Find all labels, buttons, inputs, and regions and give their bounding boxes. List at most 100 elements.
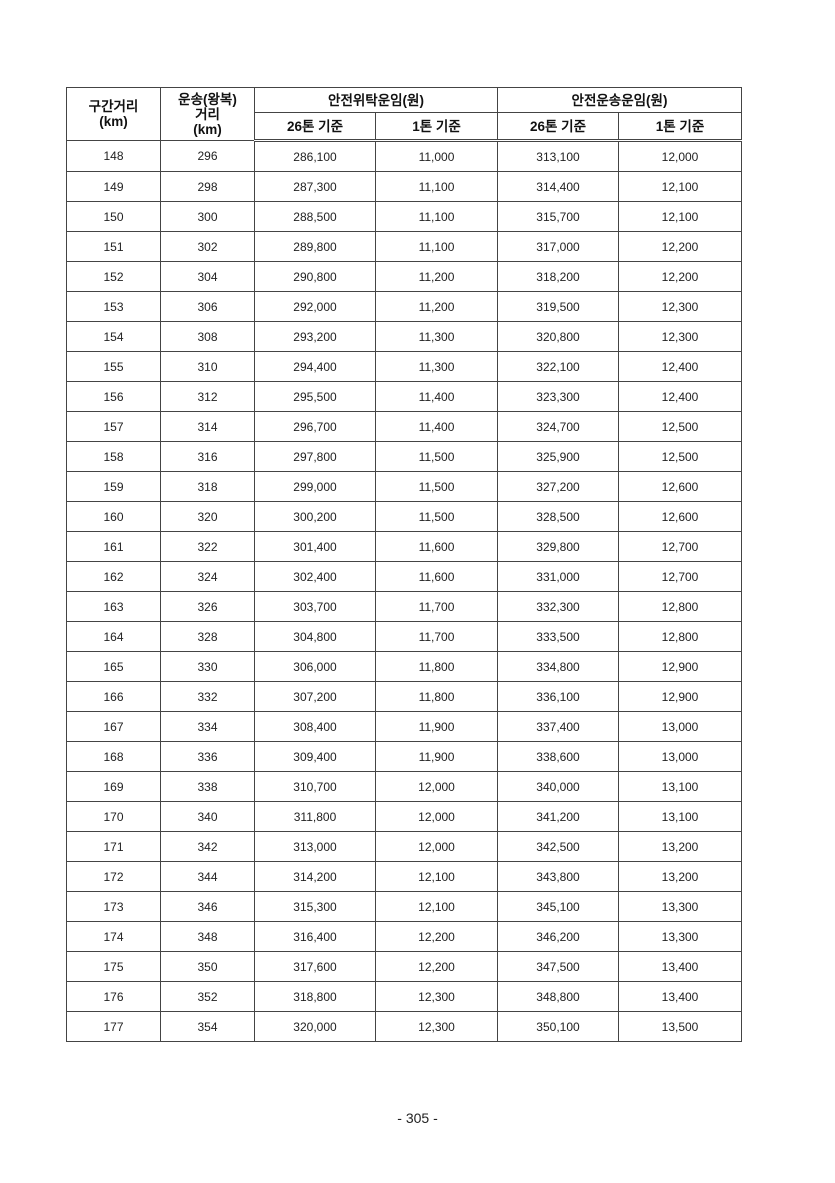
cell-transport-distance: 310	[160, 351, 255, 382]
cell-transport-distance: 328	[160, 621, 255, 652]
table-row: 164 328 304,800 11,700 333,500 12,800	[66, 621, 742, 652]
header-safety-transport-rate: 안전운송운임(원)	[497, 87, 742, 113]
cell-section-distance: 159	[66, 471, 161, 502]
cell-transport-26t: 327,200	[497, 471, 619, 502]
table-row: 171 342 313,000 12,000 342,500 13,200	[66, 831, 742, 862]
cell-transport-1t: 13,300	[618, 891, 742, 922]
cell-transport-distance: 354	[160, 1011, 255, 1042]
cell-consign-1t: 11,900	[375, 711, 498, 742]
cell-consign-1t: 11,500	[375, 501, 498, 532]
cell-consign-1t: 11,700	[375, 591, 498, 622]
cell-transport-26t: 332,300	[497, 591, 619, 622]
cell-transport-1t: 12,200	[618, 231, 742, 262]
table-row: 152 304 290,800 11,200 318,200 12,200	[66, 261, 742, 292]
cell-transport-1t: 12,100	[618, 201, 742, 232]
cell-transport-1t: 12,900	[618, 651, 742, 682]
cell-consign-26t: 317,600	[254, 951, 376, 982]
cell-consign-1t: 11,700	[375, 621, 498, 652]
header-transport-distance: 운송(왕복) 거리 (km)	[160, 87, 255, 141]
cell-transport-distance: 352	[160, 981, 255, 1012]
cell-transport-26t: 319,500	[497, 291, 619, 322]
header-transport-1t: 1톤 기준	[618, 112, 742, 142]
cell-transport-distance: 342	[160, 831, 255, 862]
cell-consign-26t: 306,000	[254, 651, 376, 682]
cell-section-distance: 152	[66, 261, 161, 292]
cell-transport-distance: 320	[160, 501, 255, 532]
cell-consign-26t: 287,300	[254, 171, 376, 202]
cell-consign-1t: 11,300	[375, 321, 498, 352]
cell-consign-26t: 318,800	[254, 981, 376, 1012]
cell-section-distance: 169	[66, 771, 161, 802]
cell-transport-1t: 13,400	[618, 951, 742, 982]
cell-consign-26t: 296,700	[254, 411, 376, 442]
cell-section-distance: 170	[66, 801, 161, 832]
cell-consign-26t: 309,400	[254, 741, 376, 772]
cell-consign-1t: 12,000	[375, 801, 498, 832]
table-row: 157 314 296,700 11,400 324,700 12,500	[66, 411, 742, 442]
cell-transport-distance: 336	[160, 741, 255, 772]
cell-consign-1t: 12,100	[375, 891, 498, 922]
header-transport-distance-line1: 운송(왕복)	[178, 91, 237, 107]
cell-transport-1t: 12,500	[618, 411, 742, 442]
cell-transport-distance: 338	[160, 771, 255, 802]
cell-transport-distance: 340	[160, 801, 255, 832]
cell-consign-26t: 313,000	[254, 831, 376, 862]
table-row: 159 318 299,000 11,500 327,200 12,600	[66, 471, 742, 502]
cell-consign-26t: 288,500	[254, 201, 376, 232]
table-row: 153 306 292,000 11,200 319,500 12,300	[66, 291, 742, 322]
cell-transport-26t: 347,500	[497, 951, 619, 982]
cell-consign-26t: 310,700	[254, 771, 376, 802]
cell-transport-distance: 350	[160, 951, 255, 982]
cell-transport-1t: 12,600	[618, 501, 742, 532]
cell-transport-1t: 12,000	[618, 140, 742, 172]
cell-section-distance: 167	[66, 711, 161, 742]
cell-transport-26t: 338,600	[497, 741, 619, 772]
cell-section-distance: 177	[66, 1011, 161, 1042]
cell-transport-26t: 346,200	[497, 921, 619, 952]
cell-consign-1t: 12,200	[375, 921, 498, 952]
cell-transport-1t: 12,900	[618, 681, 742, 712]
cell-consign-26t: 295,500	[254, 381, 376, 412]
cell-consign-1t: 11,100	[375, 171, 498, 202]
cell-transport-distance: 330	[160, 651, 255, 682]
cell-section-distance: 150	[66, 201, 161, 232]
cell-consign-26t: 286,100	[254, 140, 376, 172]
cell-consign-1t: 11,400	[375, 411, 498, 442]
cell-consign-1t: 11,800	[375, 681, 498, 712]
cell-transport-26t: 343,800	[497, 861, 619, 892]
cell-consign-1t: 12,300	[375, 981, 498, 1012]
table-row: 169 338 310,700 12,000 340,000 13,100	[66, 771, 742, 802]
table-row: 170 340 311,800 12,000 341,200 13,100	[66, 801, 742, 832]
cell-transport-distance: 298	[160, 171, 255, 202]
cell-transport-1t: 12,800	[618, 621, 742, 652]
header-consign-1t: 1톤 기준	[375, 112, 498, 142]
cell-section-distance: 161	[66, 531, 161, 562]
cell-transport-distance: 308	[160, 321, 255, 352]
cell-transport-1t: 13,300	[618, 921, 742, 952]
cell-consign-26t: 303,700	[254, 591, 376, 622]
cell-transport-1t: 13,100	[618, 771, 742, 802]
cell-transport-26t: 337,400	[497, 711, 619, 742]
cell-section-distance: 174	[66, 921, 161, 952]
cell-consign-26t: 297,800	[254, 441, 376, 472]
cell-consign-1t: 11,100	[375, 201, 498, 232]
cell-transport-1t: 12,400	[618, 351, 742, 382]
cell-transport-1t: 12,600	[618, 471, 742, 502]
cell-section-distance: 160	[66, 501, 161, 532]
header-transport-distance-line2: 거리	[195, 106, 220, 122]
cell-consign-26t: 300,200	[254, 501, 376, 532]
cell-transport-26t: 345,100	[497, 891, 619, 922]
cell-transport-26t: 317,000	[497, 231, 619, 262]
cell-consign-26t: 289,800	[254, 231, 376, 262]
cell-section-distance: 148	[66, 140, 161, 172]
table-row: 151 302 289,800 11,100 317,000 12,200	[66, 231, 742, 262]
cell-consign-26t: 302,400	[254, 561, 376, 592]
cell-consign-26t: 299,000	[254, 471, 376, 502]
cell-transport-26t: 333,500	[497, 621, 619, 652]
cell-transport-distance: 302	[160, 231, 255, 262]
cell-transport-26t: 324,700	[497, 411, 619, 442]
cell-consign-1t: 11,000	[375, 140, 498, 172]
cell-transport-distance: 334	[160, 711, 255, 742]
cell-consign-26t: 293,200	[254, 321, 376, 352]
cell-transport-26t: 320,800	[497, 321, 619, 352]
